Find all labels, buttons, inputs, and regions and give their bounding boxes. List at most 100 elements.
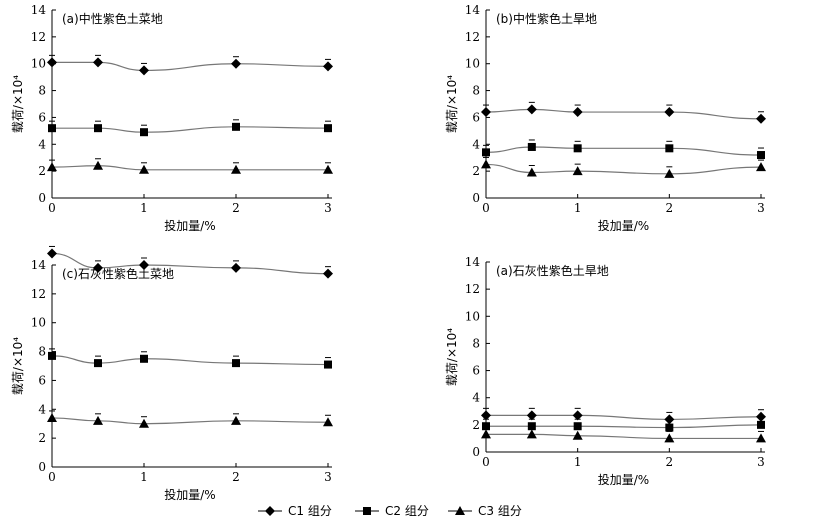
x-tick-label: 1: [140, 201, 148, 215]
series-line: [51, 252, 329, 275]
data-point: [757, 151, 765, 160]
series-line: [485, 163, 762, 175]
y-tick-label: 6: [472, 364, 480, 378]
square-icon: [363, 507, 371, 515]
data-point: [756, 433, 766, 443]
data-point: [93, 160, 103, 170]
y-tick-label: 8: [38, 84, 46, 98]
series-square: [48, 348, 332, 369]
data-point: [664, 107, 675, 118]
legend-label: C3 组分: [478, 504, 522, 518]
legend-label: C2 组分: [385, 504, 429, 518]
series-line: [51, 126, 329, 133]
series-diamond: [47, 245, 333, 279]
data-point: [48, 124, 56, 133]
panel-title: (a)中性紫色土菜地: [62, 11, 163, 26]
y-tick-label: 14: [31, 3, 47, 17]
series-triangle: [47, 158, 333, 174]
data-point: [323, 417, 333, 427]
data-point: [232, 122, 240, 131]
x-axis-label: 投加量/%: [598, 472, 649, 487]
y-tick-label: 4: [472, 137, 480, 151]
y-tick-label: 6: [472, 110, 480, 124]
x-axis-label: 投加量/%: [164, 218, 215, 233]
series-line: [52, 61, 329, 72]
x-tick-label: 3: [757, 455, 765, 469]
series-line: [485, 108, 762, 120]
series-triangle: [47, 410, 333, 428]
data-point: [139, 164, 149, 174]
series-triangle: [481, 156, 766, 178]
data-point: [93, 262, 103, 273]
y-tick-label: 0: [472, 191, 480, 205]
data-point: [139, 260, 149, 270]
y-tick-label: 12: [31, 287, 46, 301]
series-line: [51, 165, 328, 171]
data-point: [757, 420, 765, 429]
y-axis-label: 载荷/×10⁴: [445, 75, 459, 133]
data-point: [572, 107, 583, 118]
data-point: [47, 248, 57, 259]
data-point: [47, 412, 57, 422]
series-square: [482, 417, 765, 432]
y-tick-label: 14: [31, 258, 47, 272]
data-point: [140, 128, 148, 137]
data-point: [232, 359, 240, 368]
series-line: [486, 424, 762, 429]
y-tick-label: 4: [38, 402, 46, 416]
y-tick-label: 2: [38, 431, 46, 445]
data-point: [231, 262, 241, 273]
data-point: [94, 124, 102, 133]
data-point: [665, 423, 674, 432]
x-tick-label: 2: [666, 201, 674, 215]
x-tick-label: 0: [482, 201, 490, 215]
y-tick-label: 8: [472, 336, 480, 350]
diamond-icon: [265, 506, 275, 516]
series-line: [51, 355, 329, 366]
x-tick-label: 2: [232, 201, 240, 215]
y-axis-label: 载荷/×10⁴: [445, 328, 459, 386]
series-square: [482, 139, 765, 160]
data-point: [481, 410, 491, 421]
y-tick-label: 2: [472, 418, 480, 432]
series-diamond: [481, 407, 766, 425]
series-square: [48, 119, 332, 137]
x-axis-label: 投加量/%: [164, 487, 215, 502]
x-tick-label: 0: [482, 455, 490, 469]
data-point: [47, 57, 57, 68]
series-triangle: [481, 426, 766, 443]
x-tick-label: 2: [232, 470, 240, 484]
series-line: [486, 433, 761, 440]
data-point: [323, 164, 333, 174]
data-point: [231, 415, 241, 425]
y-tick-label: 12: [465, 282, 480, 296]
y-tick-label: 14: [465, 255, 481, 269]
x-tick-label: 3: [757, 201, 765, 215]
data-point: [756, 411, 766, 422]
x-tick-label: 1: [574, 455, 582, 469]
series-line: [486, 414, 762, 421]
data-point: [526, 167, 537, 177]
y-tick-label: 0: [472, 445, 480, 459]
series-line: [51, 417, 329, 425]
legend: C1 组分 C2 组分 C3 组分: [258, 504, 522, 518]
data-point: [573, 144, 582, 153]
data-point: [324, 360, 332, 369]
x-tick-label: 3: [324, 470, 332, 484]
triangle-icon: [455, 506, 465, 515]
data-point: [481, 429, 491, 439]
data-point: [48, 351, 56, 360]
data-point: [93, 415, 103, 425]
series-line: [485, 146, 762, 156]
data-point: [664, 168, 675, 178]
data-point: [527, 142, 536, 151]
x-tick-label: 0: [48, 470, 56, 484]
data-point: [323, 268, 333, 279]
y-tick-label: 14: [465, 3, 481, 17]
data-point: [665, 144, 674, 153]
y-tick-label: 10: [31, 57, 46, 71]
